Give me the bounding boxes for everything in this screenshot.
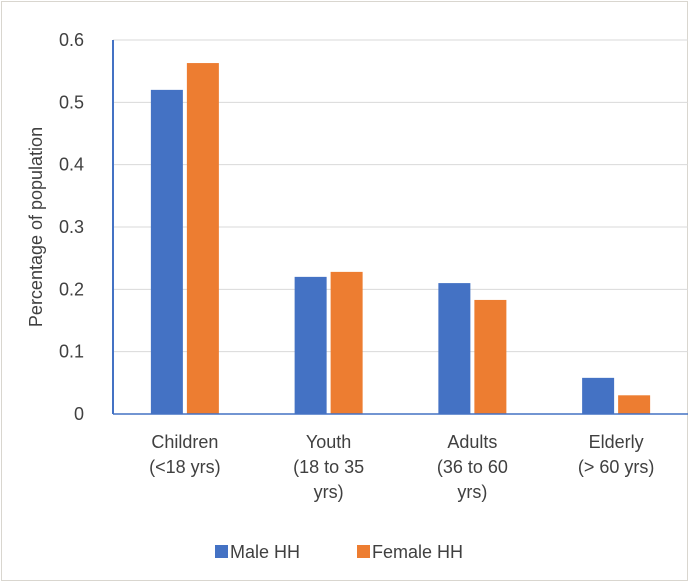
bar-male-hh (150, 89, 183, 414)
legend-label: Female HH (372, 542, 463, 562)
x-category-label: (18 to 35 (293, 457, 364, 477)
x-category-label: (36 to 60 (437, 457, 508, 477)
x-category-label: yrs) (314, 482, 344, 502)
x-category-label: Elderly (589, 432, 644, 452)
axes (112, 40, 688, 415)
bars (150, 63, 651, 415)
y-tick-label: 0.1 (59, 342, 84, 362)
legend-label: Male HH (230, 542, 300, 562)
x-category-labels: Children (<18 yrs) Youth (18 to 35 yrs) Adult… (149, 432, 654, 502)
bar-male-hh (582, 377, 615, 414)
bar-female-hh (618, 395, 651, 414)
x-category-label: (<18 yrs) (149, 457, 221, 477)
y-tick-label: 0.3 (59, 217, 84, 237)
y-tick-label: 0.2 (59, 279, 84, 299)
legend-swatch (215, 545, 228, 558)
bar-female-hh (330, 271, 363, 414)
x-category-label: Youth (306, 432, 351, 452)
y-tick-label: 0.6 (59, 30, 84, 50)
y-tick-label: 0 (74, 404, 84, 424)
bar-female-hh (186, 63, 219, 415)
y-tick-labels: 0 0.1 0.2 0.3 0.4 0.5 0.6 (59, 30, 84, 424)
y-axis-title: Percentage of population (26, 127, 46, 327)
x-category-label: Children (151, 432, 218, 452)
bar-male-hh (438, 283, 471, 414)
legend: Male HH Female HH (215, 542, 463, 562)
bar-male-hh (294, 276, 327, 414)
bar-female-hh (474, 299, 507, 414)
x-category-label: yrs) (457, 482, 487, 502)
x-category-label: (> 60 yrs) (578, 457, 655, 477)
y-tick-label: 0.5 (59, 92, 84, 112)
x-category-label: Adults (447, 432, 497, 452)
legend-swatch (357, 545, 370, 558)
y-tick-label: 0.4 (59, 155, 84, 175)
